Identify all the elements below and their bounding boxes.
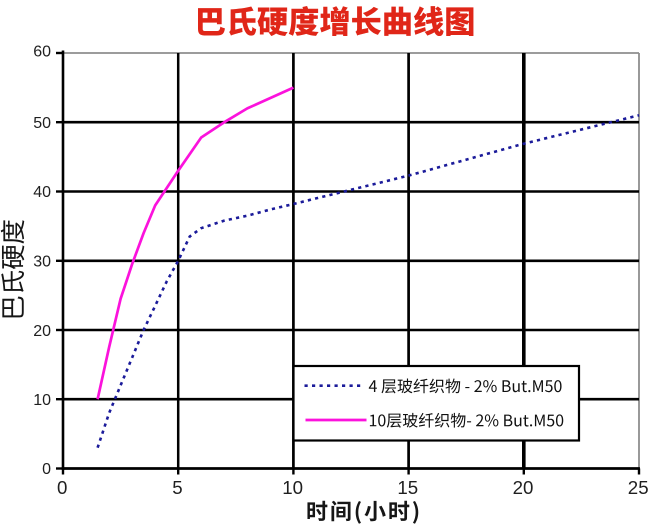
svg-text:10: 10 [33,392,51,409]
svg-text:15: 15 [397,477,418,498]
svg-text:0: 0 [57,477,67,498]
svg-text:40: 40 [33,184,51,201]
svg-text:0: 0 [42,461,51,478]
svg-text:5: 5 [172,477,182,498]
svg-text:20: 20 [33,323,51,340]
svg-text:25: 25 [628,477,649,498]
svg-text:60: 60 [33,44,51,61]
svg-text:30: 30 [33,254,51,271]
svg-text:20: 20 [513,477,534,498]
svg-text:50: 50 [33,115,51,132]
svg-text:10: 10 [282,477,303,498]
